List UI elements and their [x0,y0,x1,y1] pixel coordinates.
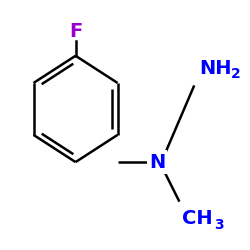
Text: N: N [149,152,165,172]
Text: F: F [69,22,82,40]
Text: 3: 3 [214,218,224,232]
Text: 2: 2 [231,67,241,81]
Text: CH: CH [182,210,212,229]
Text: NH: NH [199,59,232,78]
